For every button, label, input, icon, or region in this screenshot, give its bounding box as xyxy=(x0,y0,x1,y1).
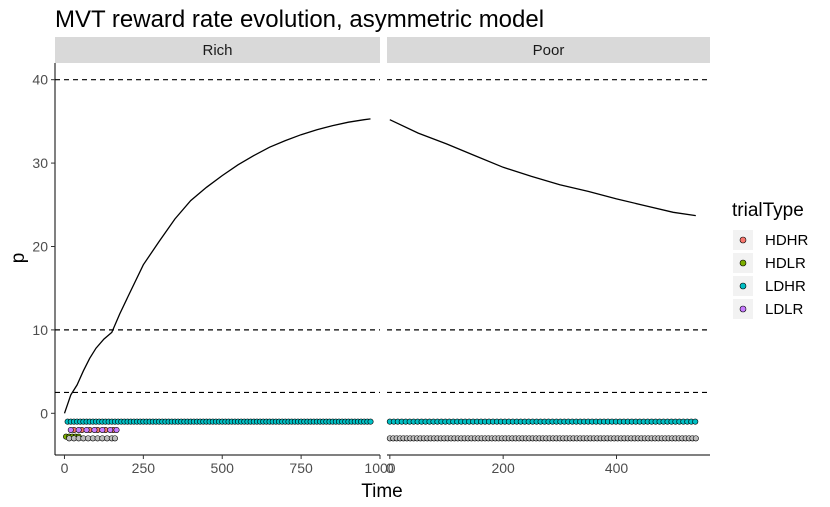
legend-label-hdlr: HDLR xyxy=(765,255,806,272)
reward-rate-line xyxy=(63,118,371,414)
trial-point-ldhr xyxy=(367,418,374,425)
panel-rich: 0 10 20 30 40 0 250 500 750 1000 xyxy=(32,63,396,476)
legend-label-ldlr: LDLR xyxy=(765,301,804,318)
trial-point-ldlr xyxy=(83,426,90,433)
trial-point-ldlr xyxy=(113,426,120,433)
x-tick-label: 0 xyxy=(386,460,394,476)
trial-point-ldlr xyxy=(67,426,74,433)
trial-point-na xyxy=(111,435,118,442)
y-tick-label: 40 xyxy=(32,72,48,88)
y-tick-label: 20 xyxy=(32,238,48,254)
x-tick-label: 0 xyxy=(61,460,69,476)
strip-poor xyxy=(387,37,710,63)
x-tick-label: 750 xyxy=(289,460,313,476)
strip-label-poor: Poor xyxy=(533,42,565,59)
x-tick-label: 500 xyxy=(211,460,235,476)
trial-point-ldlr xyxy=(107,426,114,433)
trial-point-na xyxy=(692,435,699,442)
legend: HDHR HDLR LDHR LDLR xyxy=(733,230,808,319)
strip-label-rich: Rich xyxy=(202,42,232,59)
legend-label-hdhr: HDHR xyxy=(765,232,808,249)
legend-key-ldlr xyxy=(739,305,747,313)
trial-point-ldlr xyxy=(75,426,82,433)
x-tick-label: 400 xyxy=(605,460,629,476)
legend-key-hdlr xyxy=(739,259,747,267)
panel-poor: 0 200 400 xyxy=(386,79,710,476)
reward-rate-line xyxy=(389,119,696,217)
y-axis-title: p xyxy=(8,253,29,264)
trial-point-ldlr xyxy=(99,426,106,433)
x-tick-label: 200 xyxy=(491,460,515,476)
y-tick-label: 30 xyxy=(32,155,48,171)
x-tick-label: 250 xyxy=(132,460,156,476)
x-tick-label: 1000 xyxy=(364,460,395,476)
legend-key-hdhr xyxy=(739,236,747,244)
legend-label-ldhr: LDHR xyxy=(765,278,806,295)
trial-point-ldlr xyxy=(91,426,98,433)
x-axis-title: Time xyxy=(361,481,403,502)
legend-title: trialType xyxy=(732,200,804,221)
strip-rich xyxy=(55,37,380,63)
trial-point-ldhr xyxy=(692,418,699,425)
chart-title: MVT reward rate evolution, asymmetric mo… xyxy=(55,6,544,33)
y-tick-label: 10 xyxy=(32,322,48,338)
legend-key-ldhr xyxy=(739,282,747,290)
y-tick-label: 0 xyxy=(40,405,48,421)
